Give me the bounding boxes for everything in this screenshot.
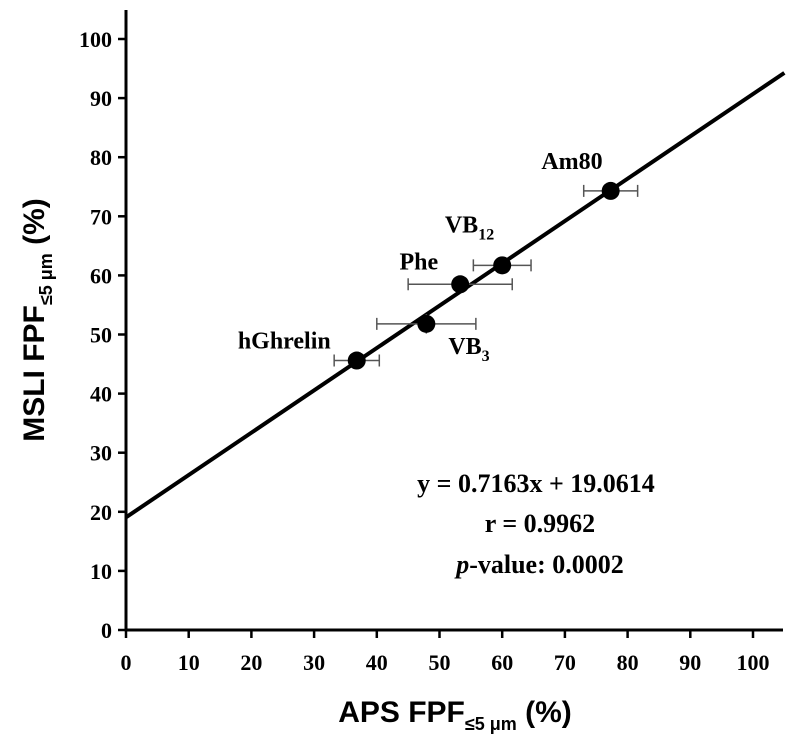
y-tick-label-30: 30 [90, 441, 112, 466]
point-label-text-vb12: VB [445, 212, 478, 238]
point-label-text-phe: Phe [400, 249, 439, 275]
x-tick-label-100: 100 [737, 650, 770, 675]
x-axis-title-space [517, 696, 525, 729]
data-point-vb12 [493, 256, 512, 275]
x-tick-label-80: 80 [617, 650, 639, 675]
point-label-vb12: VB12 [445, 212, 494, 243]
regression-line [124, 71, 786, 520]
y-tick-label-90: 90 [90, 86, 112, 111]
data-point-am80 [601, 181, 620, 200]
y-axis-title-sub: ≤5 μm [36, 253, 56, 305]
y-tick-label-80: 80 [90, 145, 112, 170]
point-label-sub-vb12: 12 [478, 226, 494, 243]
data-point-phe [451, 275, 470, 294]
x-tick-label-30: 30 [303, 650, 325, 675]
point-label-vb3: VB3 [448, 334, 489, 365]
x-tick-label-20: 20 [240, 650, 262, 675]
point-label-am80: Am80 [541, 149, 602, 175]
y-tick-label-50: 50 [90, 323, 112, 348]
fit-p-letter: p [454, 550, 469, 579]
x-tick-label-40: 40 [366, 650, 388, 675]
x-axis-title-unit: (%) [525, 696, 572, 729]
x-tick-label-60: 60 [491, 650, 513, 675]
fit-r-value: r = 0.9962 [485, 509, 595, 538]
y-tick-label-60: 60 [90, 263, 112, 288]
x-axis-title-sub: ≤5 μm [465, 714, 517, 734]
data-point-hghrelin [347, 351, 366, 370]
y-axis-title-unit: (%) [18, 198, 51, 245]
fit-p-value: p-value: 0.0002 [454, 550, 624, 579]
point-label-hghrelin: hGhrelin [238, 329, 331, 355]
point-label-sub-vb3: 3 [482, 348, 490, 365]
x-tick-label-10: 10 [178, 650, 200, 675]
point-label-text-am80: Am80 [541, 149, 602, 175]
fit-p-rest: -value: 0.0002 [469, 550, 624, 579]
x-tick-label-90: 90 [679, 650, 701, 675]
x-tick-label-50: 50 [429, 650, 451, 675]
x-axis-title-main: APS FPF [338, 696, 465, 729]
point-label-text-hghrelin: hGhrelin [238, 329, 331, 355]
x-axis-title: APS FPF≤5 μm (%) [338, 696, 572, 734]
point-label-text-vb3: VB [448, 334, 481, 360]
fit-equation: y = 0.7163x + 19.0614 [417, 469, 655, 498]
y-tick-label-40: 40 [90, 382, 112, 407]
x-tick-label-0: 0 [121, 650, 132, 675]
x-tick-label-70: 70 [554, 650, 576, 675]
data-point-vb3 [417, 314, 436, 333]
y-axis-title-space [18, 245, 51, 253]
y-tick-label-70: 70 [90, 204, 112, 229]
y-axis-title: MSLI FPF≤5 μm (%) [18, 198, 56, 442]
y-tick-label-10: 10 [90, 559, 112, 584]
y-tick-label-20: 20 [90, 500, 112, 525]
y-tick-label-100: 100 [79, 27, 112, 52]
y-axis-title-main: MSLI FPF [18, 305, 51, 442]
y-tick-label-0: 0 [101, 618, 112, 643]
point-label-phe: Phe [400, 249, 439, 275]
